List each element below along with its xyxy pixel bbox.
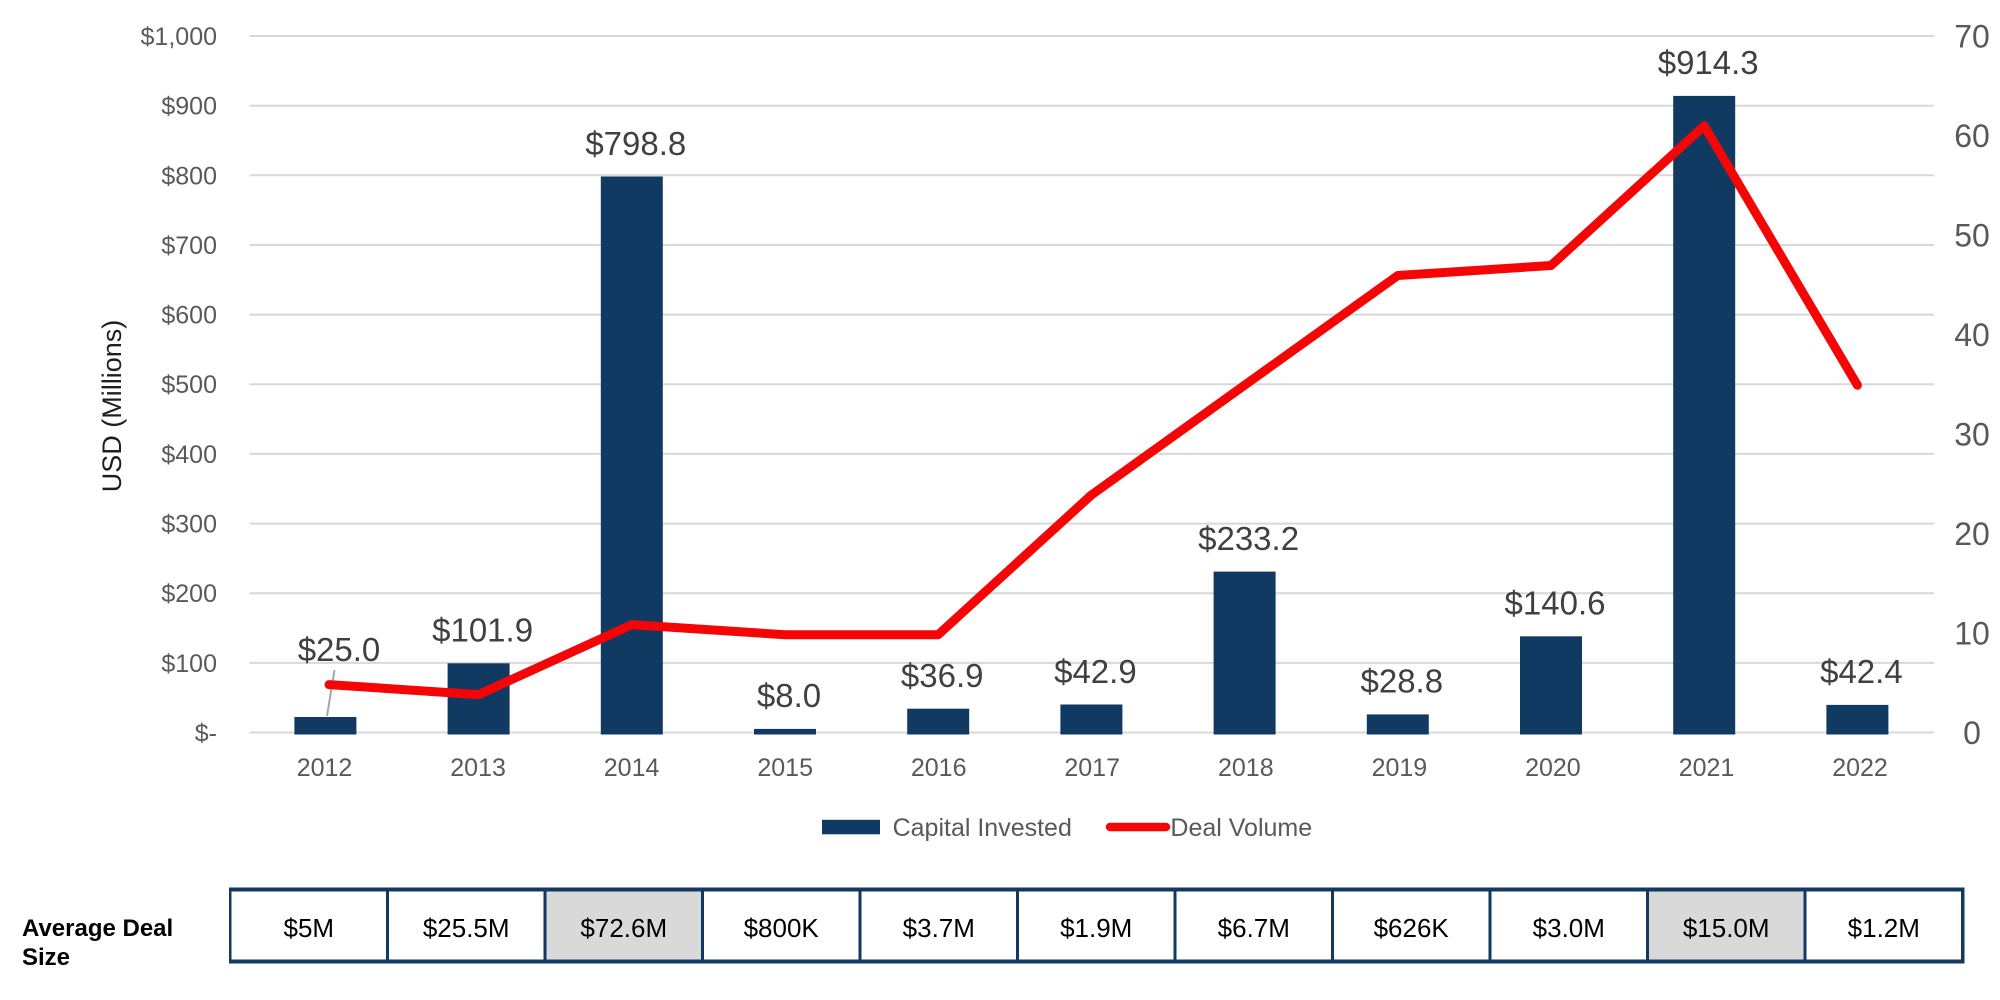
svg-text:$600: $600 (161, 302, 217, 330)
svg-text:$101.9: $101.9 (432, 612, 533, 649)
svg-text:2021: 2021 (1679, 754, 1735, 782)
svg-text:$200: $200 (161, 580, 217, 608)
svg-text:40: 40 (1954, 317, 1990, 353)
svg-text:10: 10 (1954, 616, 1990, 652)
svg-text:$400: $400 (161, 441, 217, 469)
svg-text:$1,000: $1,000 (141, 23, 217, 51)
svg-text:USD (Millions): USD (Millions) (97, 320, 127, 493)
svg-text:$1.9M: $1.9M (1060, 913, 1132, 943)
svg-text:$-: $- (195, 720, 217, 748)
svg-text:$25.5M: $25.5M (423, 913, 510, 943)
svg-text:$233.2: $233.2 (1198, 520, 1299, 557)
svg-text:$8.0: $8.0 (757, 677, 821, 714)
svg-text:$36.9: $36.9 (901, 657, 984, 694)
svg-text:Deal Volume: Deal Volume (1170, 814, 1312, 842)
svg-text:2022: 2022 (1832, 754, 1888, 782)
svg-text:2015: 2015 (757, 754, 813, 782)
svg-text:$25.0: $25.0 (298, 631, 381, 668)
svg-text:$500: $500 (161, 371, 217, 399)
svg-text:$42.9: $42.9 (1054, 653, 1137, 690)
svg-text:2020: 2020 (1525, 754, 1581, 782)
svg-text:2017: 2017 (1064, 754, 1120, 782)
svg-text:$800: $800 (161, 162, 217, 190)
svg-text:$700: $700 (161, 232, 217, 260)
svg-text:$3.7M: $3.7M (903, 913, 975, 943)
svg-text:Capital Invested: Capital Invested (893, 814, 1072, 842)
svg-text:2012: 2012 (297, 754, 353, 782)
svg-text:$140.6: $140.6 (1505, 585, 1606, 622)
svg-text:2019: 2019 (1372, 754, 1428, 782)
svg-text:$626K: $626K (1374, 913, 1450, 943)
svg-text:2014: 2014 (604, 754, 660, 782)
svg-text:$800K: $800K (744, 913, 820, 943)
svg-text:2016: 2016 (911, 754, 967, 782)
svg-text:$900: $900 (161, 93, 217, 121)
svg-text:$15.0M: $15.0M (1683, 913, 1770, 943)
svg-text:$100: $100 (161, 650, 217, 678)
svg-text:Size: Size (22, 944, 70, 971)
svg-text:$5M: $5M (284, 913, 335, 943)
svg-text:30: 30 (1954, 417, 1990, 453)
svg-text:0: 0 (1963, 715, 1981, 751)
svg-text:20: 20 (1954, 516, 1990, 552)
svg-text:Average Deal: Average Deal (22, 915, 173, 942)
svg-text:$28.8: $28.8 (1361, 663, 1444, 700)
svg-text:2018: 2018 (1218, 754, 1274, 782)
svg-text:70: 70 (1954, 19, 1990, 55)
svg-text:$300: $300 (161, 511, 217, 539)
svg-text:$72.6M: $72.6M (580, 913, 667, 943)
svg-text:60: 60 (1954, 118, 1990, 154)
svg-text:2013: 2013 (450, 754, 506, 782)
svg-text:$3.0M: $3.0M (1533, 913, 1605, 943)
svg-text:$798.8: $798.8 (585, 125, 686, 162)
svg-text:$42.4: $42.4 (1820, 653, 1903, 690)
svg-text:50: 50 (1954, 218, 1990, 254)
svg-text:$1.2M: $1.2M (1848, 913, 1920, 943)
svg-text:$6.7M: $6.7M (1218, 913, 1290, 943)
svg-text:$914.3: $914.3 (1658, 44, 1759, 81)
